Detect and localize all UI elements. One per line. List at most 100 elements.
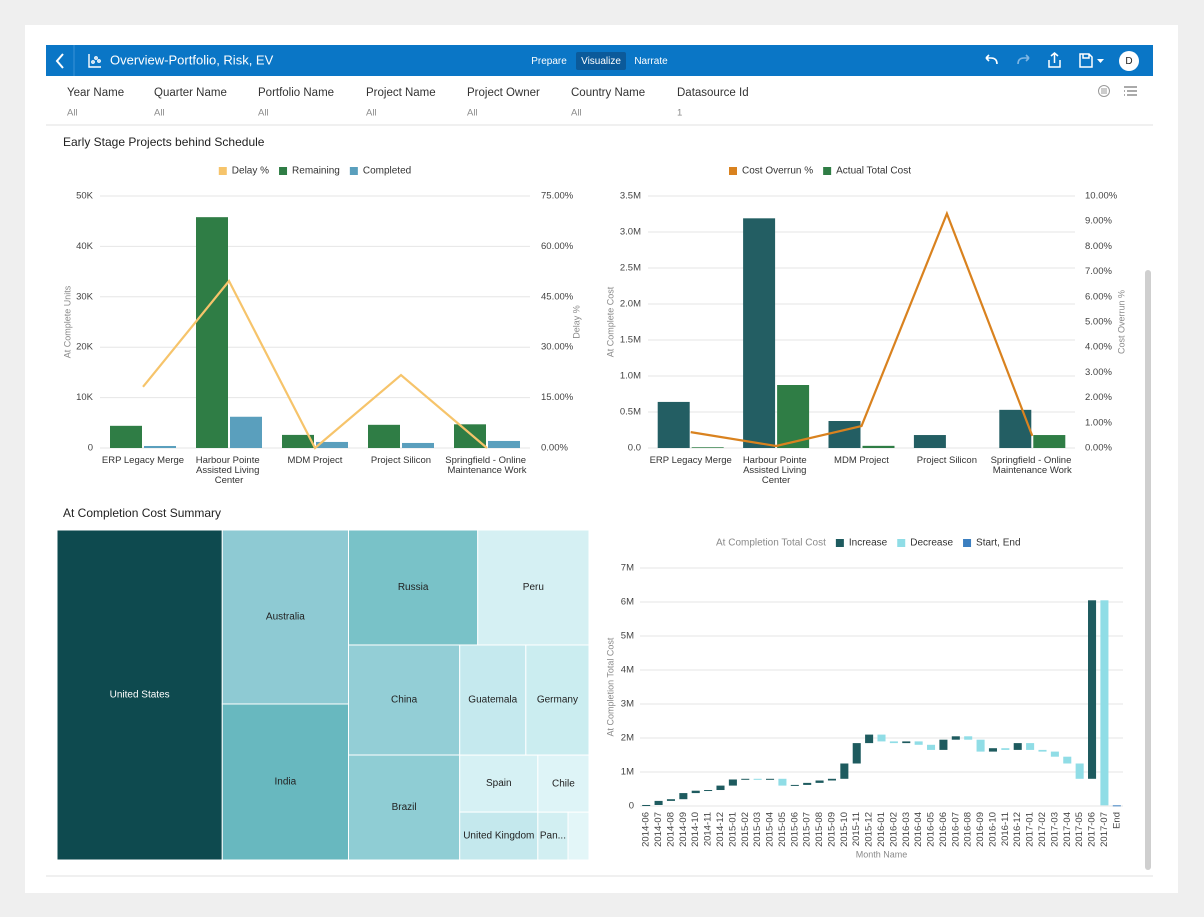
- x-tick-label: 2014-08: [665, 812, 676, 847]
- label-line: Center: [762, 475, 791, 486]
- filter-value[interactable]: All: [366, 108, 377, 119]
- label-line: Springfield - Online: [445, 455, 528, 466]
- treemap-label: China: [391, 695, 418, 706]
- waterfall-bar: [964, 736, 973, 740]
- y2-tick-label: 2.00%: [1085, 392, 1112, 403]
- x-tick-label: 2014-11: [703, 812, 714, 846]
- filter-value[interactable]: All: [467, 108, 478, 119]
- treemap-tile: [221, 703, 350, 861]
- x-tick-label: Project Silicon: [917, 455, 977, 466]
- filter-value[interactable]: All: [571, 108, 582, 119]
- y2-tick-label: 5.00%: [1085, 317, 1112, 328]
- y2-tick-label: 9.00%: [1085, 216, 1112, 227]
- x-tick-label: 2017-03: [1049, 812, 1060, 847]
- legend-swatch: [729, 167, 737, 175]
- bar: [777, 385, 810, 448]
- filter-value[interactable]: All: [154, 108, 165, 119]
- treemap-label: Russia: [398, 582, 429, 593]
- treemap-tile: [348, 754, 461, 861]
- waterfall-bar: [642, 804, 651, 806]
- x-tick-label: 2016-06: [938, 812, 949, 847]
- filter-label[interactable]: Quarter Name: [154, 87, 227, 99]
- label-line: Assisted Living: [196, 465, 262, 476]
- save-menu-caret[interactable]: [1097, 59, 1104, 63]
- x-tick-label: ERP Legacy Merge: [102, 455, 184, 466]
- waterfall-bar: [741, 778, 750, 780]
- filter-value[interactable]: All: [258, 108, 269, 119]
- x-tick-label: 2016-09: [975, 812, 986, 847]
- y-tick-label: 50K: [76, 191, 94, 202]
- y-tick-label: 30K: [76, 291, 94, 302]
- x-tick-label: 2015-11: [851, 812, 862, 846]
- filter-label[interactable]: Country Name: [571, 87, 645, 99]
- save-button[interactable]: [1079, 53, 1093, 68]
- filter-label[interactable]: Year Name: [67, 87, 124, 99]
- y2-tick-label: 30.00%: [541, 342, 574, 353]
- scrollbar[interactable]: [1145, 270, 1151, 870]
- waterfall-bar: [1050, 751, 1059, 757]
- bar: [913, 435, 946, 448]
- x-tick-label: Project Silicon: [371, 455, 431, 466]
- filter-options-icon[interactable]: [1098, 85, 1110, 97]
- legend-swatch: [349, 167, 358, 175]
- y-tick-label: 5M: [621, 631, 634, 642]
- filter-menu-icon[interactable]: [1124, 86, 1137, 96]
- treemap-tile: [477, 529, 590, 646]
- tab[interactable]: Visualize: [581, 56, 621, 67]
- waterfall-bar: [815, 780, 824, 783]
- waterfall-bar: [666, 799, 675, 801]
- legend-label: Remaining: [292, 166, 340, 177]
- export-button[interactable]: [1048, 52, 1061, 68]
- legend: Cost Overrun % Actual Total Cost: [729, 166, 911, 177]
- filter-label[interactable]: Datasource Id: [677, 87, 749, 99]
- bar: [196, 217, 228, 448]
- legend: Delay % Remaining Completed: [218, 166, 411, 177]
- redo-button[interactable]: [1017, 54, 1030, 65]
- tab[interactable]: Prepare: [531, 56, 567, 67]
- y2-tick-label: 45.00%: [541, 291, 574, 302]
- waterfall-bar: [1001, 748, 1010, 750]
- treemap-label: Spain: [486, 778, 512, 789]
- filter-label[interactable]: Project Owner: [467, 87, 540, 99]
- undo-button[interactable]: [985, 54, 998, 65]
- x-tick-label: 2016-01: [876, 812, 887, 847]
- tab[interactable]: Narrate: [634, 56, 668, 67]
- y2-tick-label: 4.00%: [1085, 342, 1112, 353]
- y-tick-label: 3M: [621, 699, 634, 710]
- waterfall-bar: [1063, 756, 1072, 764]
- y2-tick-label: 60.00%: [541, 241, 574, 252]
- filter-value[interactable]: All: [67, 108, 78, 119]
- filter-label[interactable]: Portfolio Name: [258, 87, 334, 99]
- treemap-label: Guatemala: [468, 695, 517, 706]
- treemap-tile: [459, 811, 539, 861]
- user-avatar[interactable]: [1119, 51, 1139, 71]
- bar: [144, 445, 176, 448]
- waterfall-bar: [753, 778, 762, 780]
- label-line: Center: [215, 475, 244, 486]
- x-tick-label: 2016-10: [987, 812, 998, 847]
- label-line: MDM Project: [834, 455, 889, 466]
- bar: [402, 442, 434, 448]
- y-tick-label: 7M: [621, 563, 634, 574]
- filter-label[interactable]: Project Name: [366, 87, 436, 99]
- active-tab-bg: [576, 52, 626, 70]
- waterfall-bar: [827, 778, 836, 781]
- x-tick-label: 2014-10: [690, 812, 701, 847]
- filter-value[interactable]: 1: [677, 108, 682, 119]
- back-button[interactable]: [55, 53, 64, 69]
- waterfall-bar: [1075, 763, 1084, 779]
- waterfall-bar: [728, 779, 737, 786]
- waterfall-bar: [939, 739, 948, 750]
- bar: [691, 447, 724, 448]
- label-line: MDM Project: [288, 455, 343, 466]
- label-line: Maintenance Work: [993, 465, 1072, 476]
- y-tick-label: 0: [88, 443, 93, 454]
- y-axis-title: At Completion Total Cost: [605, 637, 615, 736]
- bar: [454, 424, 486, 448]
- legend-label: Delay %: [232, 166, 269, 177]
- user-initial: D: [1125, 56, 1132, 67]
- x-tick-label: 2015-05: [777, 812, 788, 847]
- y-tick-label: 0.0: [628, 443, 641, 454]
- y-tick-label: 3.5M: [620, 191, 641, 202]
